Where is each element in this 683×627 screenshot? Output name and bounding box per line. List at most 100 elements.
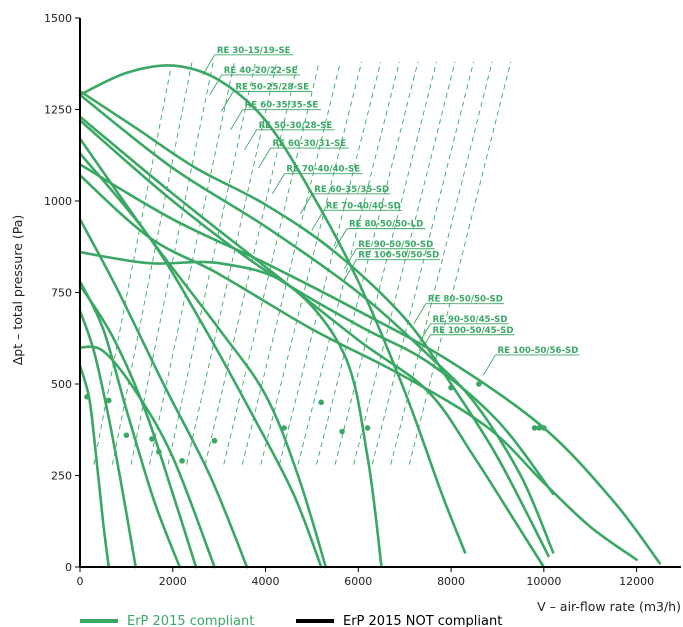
marker-re-30-15-19-se: [84, 394, 90, 400]
y-tick-label: 1500: [44, 12, 72, 25]
leader-re-60-35-35-se: [230, 109, 244, 130]
hatch-line: [316, 61, 419, 465]
curve-re-60-35-35-se: [78, 283, 198, 569]
x-tick-label: 2000: [159, 575, 187, 588]
x-tick-label: 0: [77, 575, 84, 588]
x-tick-label: 8000: [437, 575, 465, 588]
leader-re-70-40-40-sd: [311, 210, 325, 231]
label-re-50-30-28-se: RE 50-30/28-SE: [259, 121, 333, 131]
leader-re-60-30-31-se: [258, 147, 271, 169]
marker-re-100-50-50-sd: [448, 384, 454, 391]
marker-re-90-50-45-sd: [531, 425, 538, 431]
curve-re-100-50-56-sd: [78, 163, 662, 565]
legend-not-compliant-label: ErP 2015 NOT compliant: [343, 614, 502, 627]
x-tick-label: 6000: [344, 575, 372, 588]
marker-re-80-50-50-sd: [476, 381, 482, 387]
x-tick-label: 12000: [619, 575, 654, 588]
marker-re-40-20-22-se: [105, 397, 112, 404]
y-tick-label: 750: [51, 287, 72, 300]
hatch-line: [353, 61, 456, 465]
hatch-line: [334, 61, 437, 465]
curve-re-80-50-50-sd: [78, 93, 555, 554]
curve-re-30-15-19-se: [78, 364, 111, 569]
marker-re-80-50-50-ld: [339, 428, 345, 435]
hatch-line: [260, 61, 363, 465]
label-re-80-50-50-sd: RE 80-50/50-SD: [428, 295, 503, 305]
marker-re-90-50-50-sd: [364, 425, 371, 431]
label-re-70-40-40-se: RE 70-40/40-SE: [286, 165, 360, 175]
curve-markers: [84, 381, 547, 464]
label-re-90-50-50-sd: RE 90-50/50-SD: [358, 240, 433, 250]
y-axis-title: Δpt – total pressure (Pa): [10, 215, 25, 366]
leader-re-100-50-45-sd: [418, 334, 431, 355]
label-re-30-15-19-se: RE 30-15/19-SE: [217, 46, 291, 56]
leader-re-100-50-50-sd: [343, 259, 357, 280]
fan-curves: [78, 64, 662, 569]
leader-re-90-50-45-sd: [418, 323, 431, 345]
label-re-60-35-35-se: RE 60-35/35-SE: [245, 101, 319, 111]
label-re-90-50-45-sd: RE 90-50/45-SD: [433, 315, 508, 325]
leader-re-90-50-50-sd: [343, 248, 357, 269]
marker-re-60-30-31-se: [179, 458, 185, 464]
legend: ErP 2015 compliant ErP 2015 NOT complian…: [80, 614, 502, 627]
hatch-line: [93, 68, 172, 465]
label-leaders: [202, 54, 496, 376]
label-re-100-50-56-sd: RE 100-50/56-SD: [497, 346, 578, 356]
leader-re-50-30-28-se: [244, 129, 257, 151]
label-re-70-40-40-sd: RE 70-40/40-SD: [326, 201, 401, 211]
curve-re-60-30-31-se: [78, 218, 249, 569]
curve-re-90-50-50-sd: [78, 115, 546, 569]
y-axis-ticks: 0 250 500 750 1000 1250 1500: [44, 12, 80, 574]
marker-re-60-35-35-se: [149, 436, 155, 442]
y-tick-label: 500: [51, 378, 72, 391]
curve-re-40-20-22-se: [78, 309, 137, 569]
label-re-60-35-35-sd: RE 60-35/35-SD: [314, 185, 389, 195]
curve-re-100-50-45-sd: [78, 174, 638, 561]
leader-re-100-50-56-sd: [483, 354, 496, 376]
leader-re-80-50-50-sd: [413, 303, 427, 324]
marker-re-70-40-40-sd: [318, 399, 325, 406]
hatch-line: [223, 61, 320, 465]
leader-re-70-40-40-se: [272, 173, 285, 194]
legend-compliant-label: ErP 2015 compliant: [127, 614, 254, 627]
x-tick-label: 10000: [526, 575, 561, 588]
leader-re-80-50-50-ld: [334, 228, 348, 249]
label-re-40-20-22-se: RE 40-20/22-SE: [224, 66, 298, 76]
marker-re-100-50-45-sd: [541, 425, 547, 431]
hatch-line: [204, 61, 299, 465]
marker-re-50-25-28-se: [123, 432, 130, 439]
marker-re-100-50-56-sd: [536, 425, 543, 431]
leader-re-30-15-19-se: [202, 54, 216, 76]
label-re-100-50-45-sd: RE 100-50/45-SD: [433, 326, 514, 336]
label-re-50-25-28-se: RE 50-25/28-SE: [235, 82, 309, 92]
leader-re-40-20-22-se: [209, 74, 223, 96]
fan-labels: RE 30-15/19-SE RE 40-20/22-SE RE 50-25/28-…: [214, 46, 580, 356]
hatch-line: [130, 61, 214, 465]
hatch-line: [390, 61, 493, 465]
x-axis-ticks: 0 2000 4000 6000 8000 10000 12000: [77, 567, 654, 588]
hatch-line: [241, 61, 341, 465]
curve-re-60-35-35-sd: [78, 64, 467, 554]
y-tick-label: 1250: [44, 104, 72, 117]
hatch-line: [186, 61, 278, 465]
leader-re-60-35-35-sd: [299, 193, 313, 215]
hatch-line: [279, 61, 382, 465]
leader-re-50-25-28-se: [221, 91, 234, 112]
curve-re-90-50-45-sd: [78, 119, 555, 496]
curve-re-100-50-50-sd: [78, 89, 550, 558]
hatch-line: [149, 61, 235, 465]
curve-re-50-25-28-se: [78, 280, 181, 569]
label-re-80-50-50-ld: RE 80-50/50-LD: [349, 220, 423, 230]
y-tick-label: 0: [65, 561, 72, 574]
hatch-line: [371, 61, 475, 465]
x-axis-title: V – air-flow rate (m3/h): [537, 599, 681, 614]
marker-re-70-40-40-se: [211, 437, 218, 444]
hatch-line: [167, 61, 257, 465]
curve-re-50-30-28-se: [78, 345, 216, 569]
label-re-60-30-31-se: RE 60-30/31-SE: [272, 139, 346, 149]
y-tick-label: 1000: [44, 195, 72, 208]
label-re-100-50-50-sd: RE 100-50/50-SD: [358, 251, 439, 261]
y-tick-label: 250: [51, 470, 72, 483]
hatch-line: [408, 61, 512, 465]
